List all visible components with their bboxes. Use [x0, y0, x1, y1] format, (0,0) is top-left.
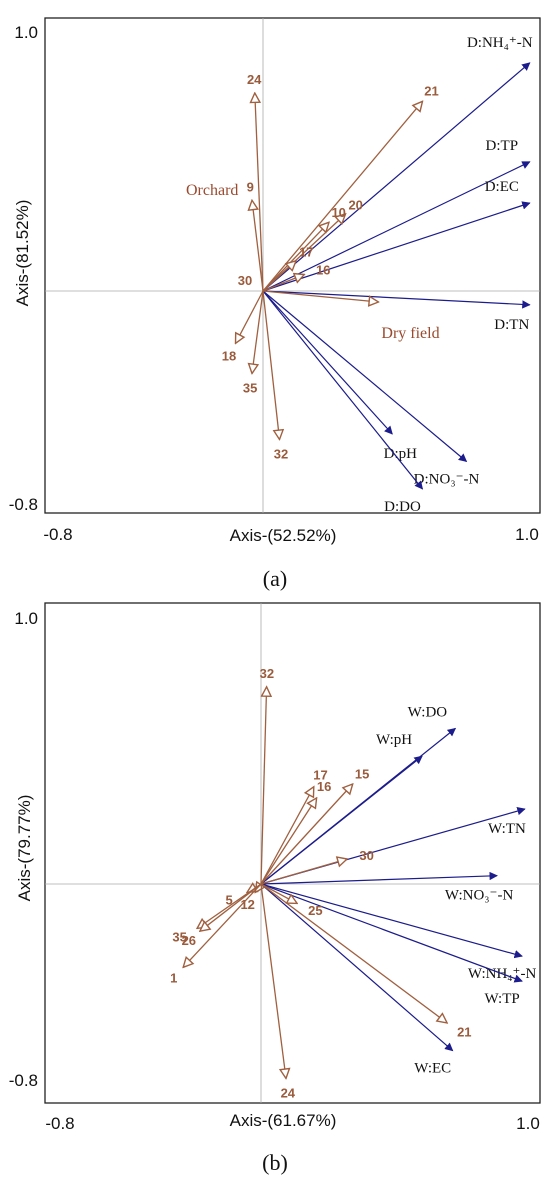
- y-tick-top-b: 1.0: [14, 609, 38, 628]
- site-label-b-7: 25: [308, 903, 322, 918]
- site-label-b-8: 35: [172, 929, 186, 944]
- site-vector-a-0: [255, 93, 264, 292]
- env-label-b-3: W:NO₃⁻-N: [445, 888, 514, 904]
- group-label-orchard-a: Orchard: [186, 182, 238, 199]
- panel-b: W:DOW:pHW:TNW:NO₃⁻-NW:NH₄⁺-NW:TPW:EC 321…: [9, 602, 541, 1175]
- site-vector-b-11: [260, 883, 447, 1023]
- site-label-b-9: 26: [182, 933, 196, 948]
- env-vector-b-5: [260, 883, 523, 983]
- site-label-a-6: 16: [316, 262, 330, 277]
- site-vector-a-4: [262, 222, 329, 292]
- env-label-b-2: W:TN: [488, 821, 526, 837]
- site-vector-b-1: [260, 787, 314, 885]
- site-vector-b-2: [260, 798, 317, 885]
- x-axis-title-a: Axis-(52.52%): [230, 526, 337, 545]
- env-vector-a-0: [262, 62, 531, 292]
- panel-label-a: (a): [263, 566, 287, 591]
- site-label-a-3: 20: [348, 197, 362, 212]
- site-label-b-1: 17: [313, 768, 327, 783]
- y-axis-title-b: Axis-(79.77%): [15, 795, 34, 902]
- site-label-b-11: 21: [457, 1024, 471, 1039]
- site-label-a-7: 30: [238, 273, 252, 288]
- site-vector-a-8: [262, 290, 379, 302]
- env-label-a-6: D:DO: [384, 499, 421, 515]
- env-vector-a-4: [262, 290, 393, 435]
- site-label-a-5: 17: [299, 244, 313, 259]
- site-vector-a-11: [262, 290, 280, 440]
- site-vector-b-10: [183, 883, 262, 967]
- site-vector-a-9: [236, 290, 264, 343]
- env-vector-a-3: [262, 290, 531, 309]
- env-vector-a-2: [262, 201, 531, 292]
- environmental-vectors-a: D:NH₄⁺-N D:TP D:EC D:TN D:pH D:NO₃⁻-N D:DO: [262, 35, 533, 515]
- site-label-b-6: 12: [240, 897, 254, 912]
- environmental-vectors-b: W:DOW:pHW:TNW:NO₃⁻-NW:NH₄⁺-NW:TPW:EC: [260, 704, 536, 1077]
- site-vector-b-4: [260, 859, 347, 885]
- env-label-b-0: W:DO: [408, 704, 448, 720]
- y-axis-title-a: Axis-(81.52%): [13, 200, 32, 307]
- env-label-b-1: W:pH: [376, 732, 412, 748]
- env-vector-b-6: [260, 883, 454, 1052]
- env-vector-b-4: [260, 883, 523, 959]
- site-label-b-10: 1: [170, 971, 177, 986]
- y-tick-top-a: 1.0: [14, 23, 38, 42]
- env-label-b-6: W:EC: [414, 1061, 451, 1077]
- site-label-a-1: 21: [424, 84, 438, 99]
- site-label-a-0: 24: [247, 72, 262, 87]
- site-label-a-8: Dry field: [381, 325, 439, 342]
- plot-frame-b: [44, 602, 541, 1104]
- site-vector-a-2: [252, 200, 264, 292]
- env-label-a-4: D:pH: [384, 446, 418, 462]
- site-vector-b-9: [200, 883, 262, 931]
- env-vector-a-5: [262, 290, 468, 463]
- site-vector-a-6: [262, 275, 304, 292]
- site-label-b-0: 32: [260, 666, 274, 681]
- x-tick-right-a: 1.0: [515, 525, 539, 544]
- site-vector-b-3: [260, 784, 353, 885]
- env-label-a-0: D:NH₄⁺-N: [467, 35, 533, 51]
- panel-label-b: (b): [262, 1150, 288, 1175]
- env-label-a-5: D:NO₃⁻-N: [414, 472, 480, 488]
- site-vector-b-7: [260, 883, 297, 903]
- site-vector-b-0: [260, 687, 267, 885]
- y-tick-bottom-a: -0.8: [9, 495, 38, 514]
- env-vector-b-3: [260, 871, 498, 885]
- site-label-a-11: 32: [274, 446, 288, 461]
- site-vector-b-12: [260, 883, 286, 1078]
- site-label-b-12: 24: [281, 1085, 296, 1100]
- env-vector-a-1: [262, 161, 531, 292]
- env-vector-a-6: [262, 290, 424, 490]
- site-label-a-4: 10: [331, 205, 345, 220]
- site-label-a-9: 18: [222, 349, 236, 364]
- panel-a: D:NH₄⁺-ND:TPD:ECD:TND:pHD:NO₃⁻-ND:DO 242…: [9, 17, 541, 591]
- site-vector-a-10: [252, 290, 264, 374]
- env-label-a-2: D:EC: [485, 179, 519, 195]
- x-tick-left-b: -0.8: [45, 1114, 74, 1133]
- env-label-a-1: D:TP: [486, 138, 519, 154]
- site-label-b-5: 5: [225, 893, 232, 908]
- x-tick-left-a: -0.8: [43, 525, 72, 544]
- x-tick-right-b: 1.0: [516, 1114, 540, 1133]
- plot-frame-a: [44, 17, 541, 514]
- env-label-b-5: W:TP: [484, 991, 519, 1007]
- site-label-b-3: 15: [355, 767, 369, 782]
- y-tick-bottom-b: -0.8: [9, 1071, 38, 1090]
- x-axis-title-b: Axis-(61.67%): [230, 1111, 337, 1130]
- site-label-b-4: 30: [359, 848, 373, 863]
- site-label-a-10: 35: [243, 380, 257, 395]
- site-vector-a-1: [262, 101, 423, 292]
- site-label-a-2: 9: [247, 179, 254, 194]
- env-label-a-3: D:TN: [494, 317, 529, 333]
- site-vector-a-5: [262, 261, 296, 292]
- site-label-b-2: 16: [317, 779, 331, 794]
- env-vector-b-1: [260, 755, 423, 885]
